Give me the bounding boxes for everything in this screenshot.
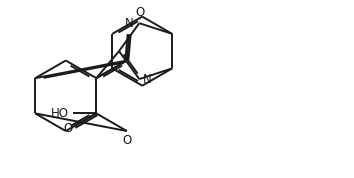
- Text: N: N: [125, 17, 134, 30]
- Text: O: O: [135, 6, 144, 19]
- Text: HO: HO: [51, 107, 69, 120]
- Text: O: O: [122, 134, 131, 147]
- Text: O: O: [64, 122, 73, 135]
- Text: N: N: [143, 73, 152, 86]
